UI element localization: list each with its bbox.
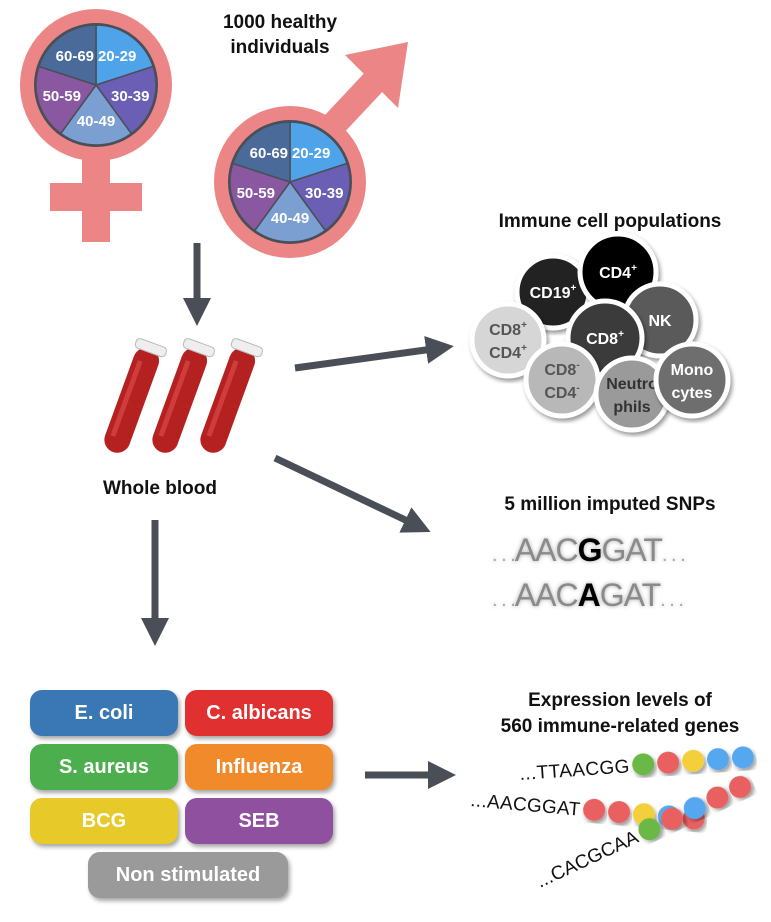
expression-bead xyxy=(661,807,684,830)
pie-slice-30-39 xyxy=(288,162,351,232)
pie-label: 30-39 xyxy=(305,185,343,202)
expression-strand: ...CACGCAA xyxy=(533,775,752,893)
svg-text:Neutro: Neutro xyxy=(606,376,658,393)
stimulus-s-aureus: S. aureus xyxy=(30,744,178,790)
blood-tubes-icon xyxy=(104,338,263,453)
whole-blood-label: Whole blood xyxy=(103,478,217,499)
stimulus-seb: SEB xyxy=(185,798,333,844)
snps-title: 5 million imputed SNPs xyxy=(504,494,716,515)
cohort-title-line2: individuals xyxy=(230,37,330,58)
expression-bead xyxy=(608,801,631,824)
pie-slice-50-59 xyxy=(229,162,292,232)
svg-text:CD4+: CD4+ xyxy=(489,343,527,362)
stimulus-influenza: Influenza xyxy=(185,744,333,790)
svg-text:Mono: Mono xyxy=(671,362,714,379)
pie-label: 50-59 xyxy=(43,88,81,105)
pie-label: 30-39 xyxy=(111,88,149,105)
cohort-title: 1000 healthy individuals xyxy=(180,10,380,60)
expression-bead xyxy=(632,753,655,776)
expression-bead xyxy=(729,775,752,798)
svg-text:NK: NK xyxy=(648,313,672,330)
pie-slice-20-29 xyxy=(95,24,155,87)
gene-sequence: ...AACGGAT xyxy=(470,790,582,821)
svg-text:CD4+: CD4+ xyxy=(599,263,637,282)
svg-text:CD19+: CD19+ xyxy=(530,283,577,302)
expression-strand: ...TTAACGG xyxy=(519,746,754,785)
pie-label: 60-69 xyxy=(250,145,288,162)
male-age-pie: 20-29 30-39 40-49 50-59 60-69 xyxy=(228,120,352,244)
female-age-pie: 20-29 30-39 40-49 50-59 60-69 xyxy=(34,23,158,147)
expression-bead xyxy=(583,798,606,821)
expression-bead xyxy=(657,751,680,774)
cohort-title-line1: 1000 healthy xyxy=(222,12,338,33)
pie-slice-40-49 xyxy=(253,180,327,243)
pie-label: 20-29 xyxy=(98,48,136,65)
pie-slice-60-69 xyxy=(231,121,291,184)
svg-text:CD8-: CD8- xyxy=(544,360,579,379)
expression-title-line2: 560 immune-related genes xyxy=(500,716,740,737)
svg-text:CD8+: CD8+ xyxy=(586,329,624,348)
pie-label: 40-49 xyxy=(271,210,309,227)
gene-sequence: ...TTAACGG xyxy=(519,756,630,785)
svg-text:phils: phils xyxy=(613,399,650,416)
stimulus-bcg: BCG xyxy=(30,798,178,844)
pie-slice-40-49 xyxy=(59,83,133,146)
snp-allele: A xyxy=(577,577,601,613)
svg-text:cytes: cytes xyxy=(672,385,713,402)
expression-bead xyxy=(683,797,706,820)
pie-slice-20-29 xyxy=(289,121,349,184)
snp-allele: G xyxy=(577,532,603,568)
immune-title: Immune cell populations xyxy=(498,211,722,232)
expression-bead xyxy=(707,748,730,771)
pie-slice-60-69 xyxy=(37,24,97,87)
arrow-blood-to-cells xyxy=(294,336,454,372)
snp-row-2: . . .AACAGAT. . . xyxy=(492,577,684,613)
snp-row-1: . . .AACGGAT. . . xyxy=(492,532,686,568)
expression-bead xyxy=(682,749,705,772)
pie-label: 60-69 xyxy=(56,48,94,65)
svg-text:CD8+: CD8+ xyxy=(489,320,527,339)
expression-title: Expression levels of 560 immune-related … xyxy=(470,688,770,740)
expression-strands: ...TTAACGG ...AACGGAT ...CACGCAA xyxy=(470,746,754,893)
cell-cd8-cd4: CD8- CD4- xyxy=(523,341,601,419)
stimulus-non-stimulated: Non stimulated xyxy=(88,852,288,898)
pie-label: 40-49 xyxy=(77,113,115,130)
pie-label: 50-59 xyxy=(237,185,275,202)
pie-slice-30-39 xyxy=(94,65,157,135)
cell-mono-cytes: Mono cytes xyxy=(653,341,731,419)
expression-bead xyxy=(731,746,754,769)
pie-label: 20-29 xyxy=(292,145,330,162)
gene-sequence: ...CACGCAA xyxy=(533,827,642,893)
expression-title-line1: Expression levels of xyxy=(528,690,712,711)
stimulus-c-albicans: C. albicans xyxy=(185,690,333,736)
stimulus-e-coli: E. coli xyxy=(30,690,178,736)
immune-cell-cluster: CD19+ CD4+ NK CD8+ CD4+ CD8+ CD8- CD4- Neutro phi… xyxy=(469,231,731,433)
cell-cd8-cd4: CD8+ CD4+ xyxy=(469,301,547,379)
expression-bead xyxy=(706,786,729,809)
arrow-blood-to-snps xyxy=(273,454,431,533)
pie-slice-50-59 xyxy=(35,65,98,135)
expression-bead xyxy=(638,818,661,841)
svg-text:CD4-: CD4- xyxy=(544,383,579,402)
